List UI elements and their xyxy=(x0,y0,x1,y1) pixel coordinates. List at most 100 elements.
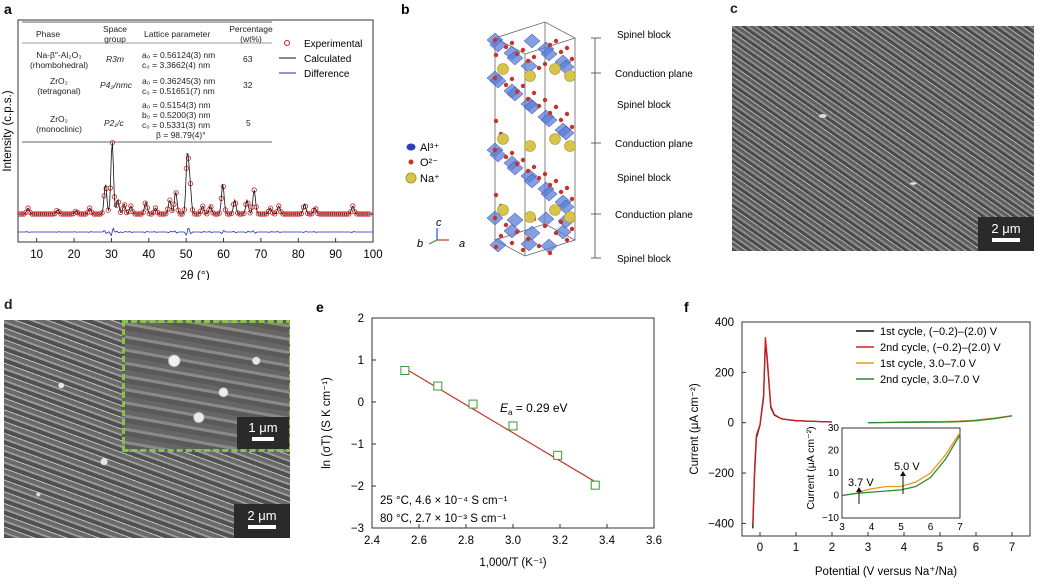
xrd-experimental-point xyxy=(167,197,173,203)
row1-pct: 63 xyxy=(243,54,253,64)
cv-legend-4: 2nd cycle, 3.0–7.0 V xyxy=(880,374,980,386)
row3-lattice-beta: β = 98.79(4)° xyxy=(156,130,206,140)
layer-label: Spinel block xyxy=(617,254,672,265)
sem-inset-d: 1 μm xyxy=(122,320,290,452)
o-atom xyxy=(542,223,548,229)
o-atom xyxy=(493,244,499,250)
row1-lattice-c: c₀ = 3.3662(4) nm xyxy=(142,60,211,70)
o-atom xyxy=(525,96,531,102)
o-atom xyxy=(564,45,570,51)
scale-line-inset xyxy=(252,437,274,441)
arrhenius-ytick-label: −3 xyxy=(351,523,364,535)
xrd-xtick-label: 80 xyxy=(292,249,305,261)
na-atom xyxy=(549,133,561,145)
na-atom xyxy=(549,204,561,216)
arrhenius-point xyxy=(590,480,600,490)
cv-xlabel: Potential (V versus Na⁺/Na) xyxy=(815,566,957,578)
xrd-experimental-point xyxy=(276,203,282,209)
o-atom xyxy=(536,175,542,181)
row3-lattice-c: c₀ = 0.5331(3) nm xyxy=(142,120,211,130)
xrd-experimental-point xyxy=(25,205,31,211)
o-atom xyxy=(492,75,498,81)
o-legend-icon xyxy=(408,159,414,165)
xrd-ylabel: Intensity (c.p.s.) xyxy=(2,90,14,171)
panel-d: d 1 μm 2 μm xyxy=(0,296,300,580)
axis-b: b xyxy=(417,238,423,250)
row2-lattice-a: a₀ = 0.36245(3) nm xyxy=(142,76,216,86)
xrd-experimental-point xyxy=(247,210,253,216)
cv-inset-ytick-label: 20 xyxy=(828,446,840,457)
al-octahedron xyxy=(540,186,558,202)
cv-ytick-label: −400 xyxy=(708,518,734,530)
xrd-experimental-point xyxy=(267,205,274,211)
o-atom xyxy=(553,104,559,110)
o-atom xyxy=(514,89,520,95)
legend-difference: Difference xyxy=(304,69,350,80)
arrow-label-37: 3.7 V xyxy=(848,477,874,489)
cv-xtick-label: 3 xyxy=(865,542,871,554)
o-atom xyxy=(553,38,559,44)
xrd-experimental-point xyxy=(200,203,206,209)
row1-lattice-a: a₀ = 0.56124(3) nm xyxy=(142,50,216,60)
row1-phase: Na-β″-Al₂O₃ xyxy=(36,50,82,60)
na-atom xyxy=(549,63,561,75)
panel-f-label: f xyxy=(684,299,689,315)
arrhenius-xtick-label: 2.4 xyxy=(364,535,381,547)
legend-calculated: Calculated xyxy=(304,54,351,65)
o-atom xyxy=(542,61,548,67)
o-atom xyxy=(492,37,498,43)
al-octahedron xyxy=(489,237,507,253)
arrhenius-xtick-label: 3.0 xyxy=(505,535,521,547)
al-octahedron xyxy=(540,112,558,128)
na-atom xyxy=(497,63,509,75)
al-octahedron xyxy=(540,238,558,254)
xrd-experimental-point xyxy=(241,210,247,216)
crystal-atoms xyxy=(486,32,576,256)
o-atom xyxy=(553,178,559,184)
header-phase: Phase xyxy=(36,29,61,39)
arrhenius-xlabel: 1,000/T (K⁻¹) xyxy=(479,557,546,569)
xrd-xtick-label: 70 xyxy=(254,249,267,261)
arrhenius-ytick-label: 2 xyxy=(358,313,364,325)
cv-inset-ytick-label: 10 xyxy=(828,468,840,479)
xrd-experimental-point xyxy=(298,210,304,217)
al-octahedron xyxy=(506,212,524,228)
scale-bar-d: 2 μm xyxy=(234,504,290,538)
na-legend: Na⁺ xyxy=(420,173,440,185)
na-atom xyxy=(524,140,536,152)
xrd-experimental-point xyxy=(216,210,222,216)
panel-e-label: e xyxy=(316,299,324,315)
o-atom xyxy=(547,182,553,188)
o-atom xyxy=(553,230,559,236)
xrd-xtick-label: 30 xyxy=(105,249,118,261)
panel-a: a Intensity (c.p.s.) 2θ (°) 10 20 30 40 50 60… xyxy=(0,0,390,282)
cv-inset-xtick-label: 6 xyxy=(928,522,934,533)
o-atom xyxy=(531,164,537,170)
xrd-experimental-point xyxy=(140,209,146,215)
cv-inset-xtick-label: 3 xyxy=(839,522,845,533)
cv-xtick-label: 4 xyxy=(901,542,908,554)
na-atom xyxy=(497,133,509,145)
axis-c: c xyxy=(436,217,442,229)
panel-b: b Spinel block Conduction plane Spinel b… xyxy=(395,0,725,280)
xrd-xtick-label: 100 xyxy=(363,249,382,261)
cv-ytick-label: 0 xyxy=(728,418,734,430)
xrd-difference-line xyxy=(18,227,373,237)
xrd-experimental-point xyxy=(313,206,319,212)
o-atom xyxy=(536,65,542,71)
cv-legend-2: 2nd cycle, (−0.2)–(2.0) V xyxy=(880,342,1001,354)
header-space-group: Space group xyxy=(102,24,128,44)
cv-xtick-label: 6 xyxy=(973,542,979,554)
cv-legend: 1st cycle, (−0.2)–(2.0) V 2nd cycle, (−0… xyxy=(856,326,1001,386)
xrd-experimental-point xyxy=(120,206,126,212)
o-atom xyxy=(531,90,537,96)
o-atom xyxy=(564,237,570,243)
axis-a: a xyxy=(459,238,465,250)
cv-inset-ytick-label: −10 xyxy=(822,513,839,524)
o-atom xyxy=(558,49,564,55)
xrd-experimental-point xyxy=(122,202,128,208)
xrd-xtick-label: 20 xyxy=(68,249,81,261)
cv-xtick-label: 2 xyxy=(829,542,835,554)
arrhenius-ticks: 2.4 2.6 2.8 3.0 3.2 3.4 3.6 2 1 0 −1 −2 −3 xyxy=(351,313,662,547)
